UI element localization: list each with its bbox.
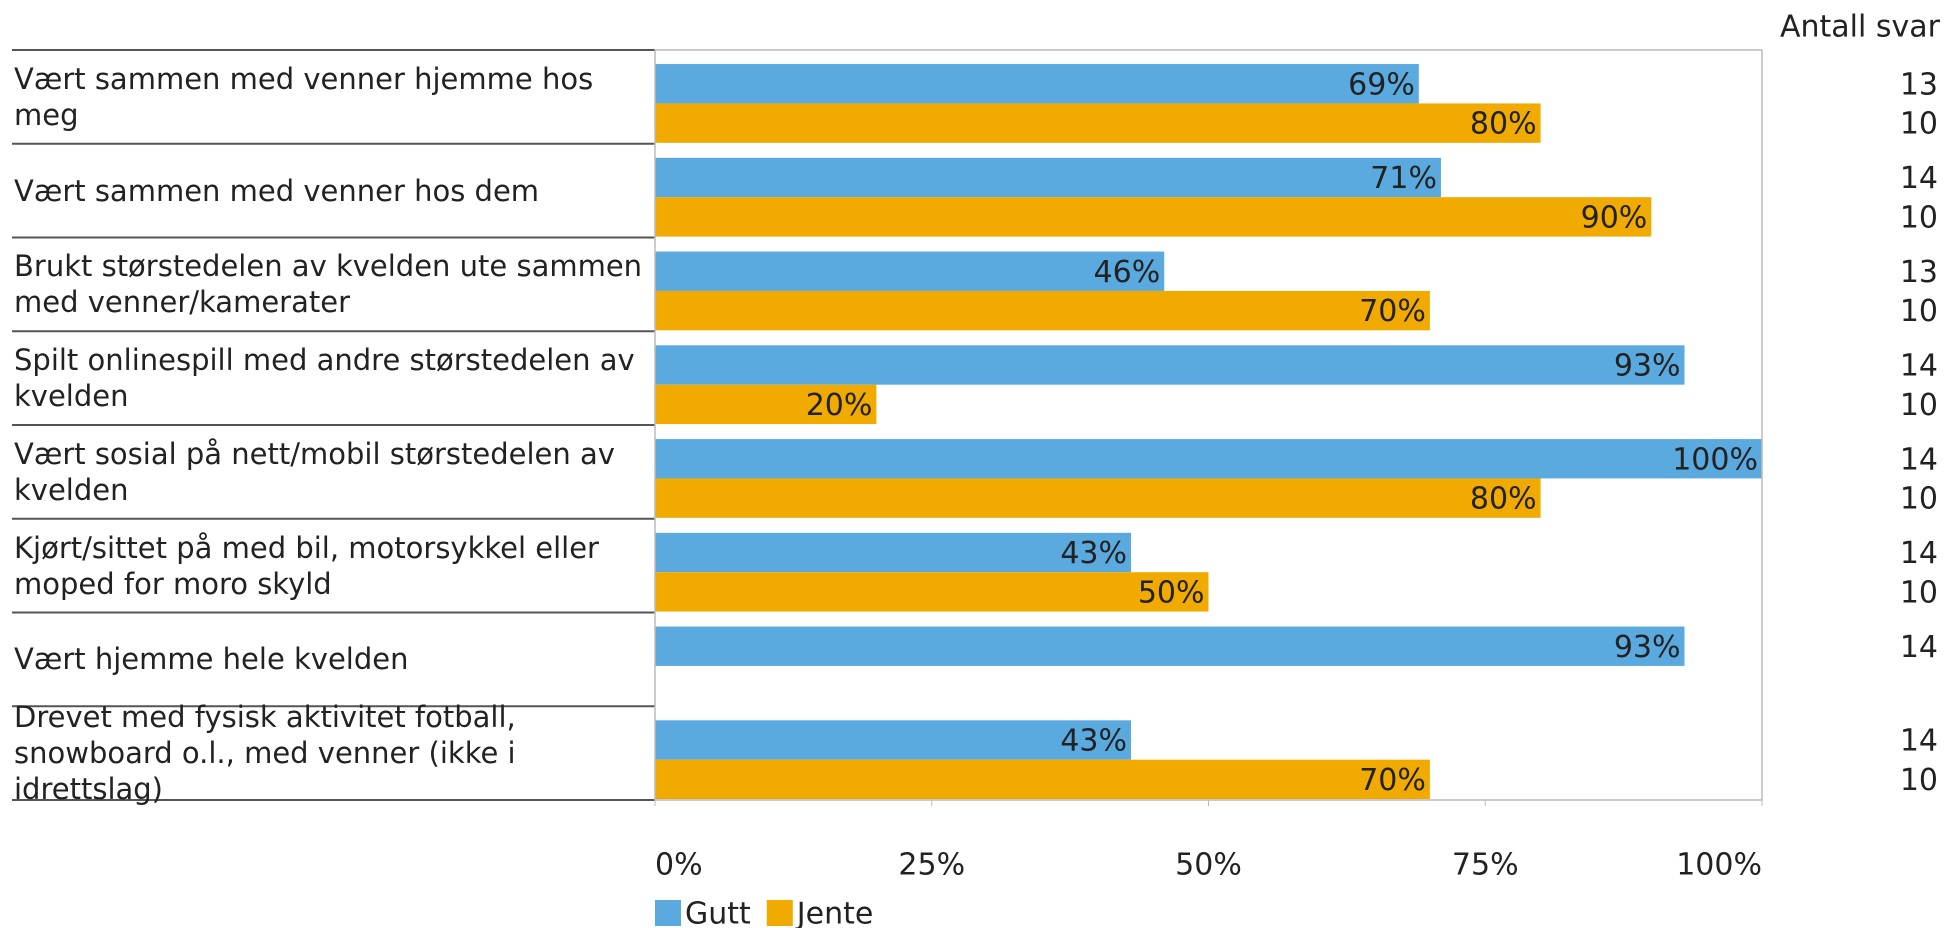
count-label: 10: [1900, 200, 1938, 235]
count-label: 10: [1900, 388, 1938, 423]
count-label: 10: [1900, 763, 1938, 798]
bar: [655, 720, 1132, 760]
value-label: 90%: [1581, 200, 1648, 235]
category-label: Brukt størstedelen av kvelden ute sammen…: [14, 249, 643, 320]
count-label: 10: [1900, 575, 1938, 610]
count-label: 14: [1900, 536, 1938, 571]
legend-swatch: [766, 900, 793, 926]
bar: [655, 478, 1541, 518]
value-label: 69%: [1348, 67, 1415, 102]
legend-label: Jente: [795, 897, 874, 928]
bar: [655, 345, 1685, 385]
legend-swatch: [655, 900, 681, 926]
bar: [655, 197, 1652, 237]
bar: [655, 157, 1441, 198]
bar: [655, 251, 1165, 291]
x-tick-label: 75%: [1452, 848, 1519, 883]
bar: [655, 626, 1685, 666]
count-label: 13: [1900, 67, 1938, 102]
category-label: Spilt onlinespill med andre størstedelen…: [14, 343, 635, 414]
bar: [655, 759, 1430, 800]
bar: [655, 532, 1132, 573]
value-label: 93%: [1614, 630, 1681, 665]
category-label: Drevet med fysisk aktivitet fotball, sno…: [14, 700, 516, 807]
count-label: 10: [1900, 107, 1938, 142]
category-label: Vært sammen med venner hos dem: [14, 173, 540, 208]
x-tick-label: 50%: [1175, 848, 1242, 883]
counts-header: Antall svar: [1780, 10, 1941, 45]
count-label: 14: [1900, 161, 1938, 196]
bar: [655, 103, 1541, 143]
count-label: 14: [1900, 442, 1938, 477]
category-label: Vært sammen med venner hjemme hos meg: [14, 61, 594, 132]
value-label: 80%: [1470, 482, 1537, 517]
count-label: 14: [1900, 724, 1938, 759]
bar: [655, 290, 1430, 331]
count-label: 14: [1900, 630, 1938, 665]
bar: [655, 64, 1419, 104]
count-label: 10: [1900, 482, 1938, 517]
x-tick-label: 100%: [1676, 848, 1762, 883]
count-label: 13: [1900, 255, 1938, 290]
bar: [655, 572, 1209, 612]
category-label: Vært sosial på nett/mobil størstedelen a…: [14, 436, 615, 507]
count-label: 14: [1900, 349, 1938, 384]
x-tick-label: 0%: [655, 848, 703, 883]
value-label: 70%: [1359, 294, 1426, 329]
legend-label: Gutt: [685, 897, 751, 928]
category-label: Kjørt/sittet på med bil, motorsykkel ell…: [14, 530, 599, 601]
value-label: 80%: [1470, 107, 1537, 142]
value-label: 50%: [1138, 575, 1205, 610]
bar: [655, 384, 877, 425]
bar: [655, 439, 1762, 479]
value-label: 43%: [1060, 536, 1127, 571]
value-label: 93%: [1614, 349, 1681, 384]
count-label: 10: [1900, 294, 1938, 329]
value-label: 43%: [1060, 724, 1127, 759]
category-label: Vært hjemme hele kvelden: [14, 642, 409, 677]
value-label: 70%: [1359, 763, 1426, 798]
value-label: 46%: [1094, 255, 1161, 290]
value-label: 100%: [1672, 442, 1758, 477]
value-label: 20%: [806, 388, 873, 423]
value-label: 71%: [1370, 161, 1437, 196]
x-tick-label: 25%: [898, 848, 965, 883]
